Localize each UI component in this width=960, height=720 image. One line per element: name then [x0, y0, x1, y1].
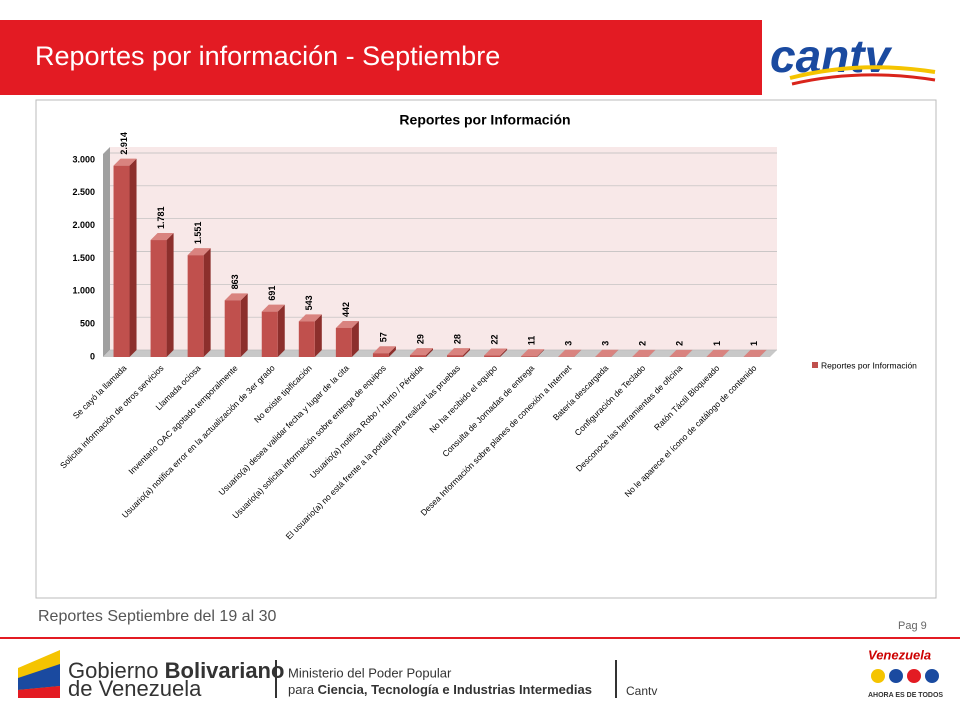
data-label: 691 [267, 286, 277, 301]
bar-side [463, 348, 471, 357]
bar [521, 356, 538, 357]
y-tick-label: 2.000 [72, 220, 95, 230]
bar-side [166, 233, 174, 357]
data-label: 11 [527, 336, 537, 346]
bar-side [759, 349, 767, 357]
gov-logo: de Venezuela [68, 676, 202, 701]
data-label: 1 [712, 341, 722, 346]
bar-side [722, 349, 730, 357]
logo-stripe [791, 73, 936, 86]
bar-top [150, 233, 174, 241]
chart-title: Reportes por Información [399, 112, 570, 128]
bar-side [537, 349, 545, 357]
data-label: 543 [304, 295, 314, 310]
data-label: 57 [378, 332, 388, 342]
header-bar [0, 20, 762, 95]
data-label: 2.914 [119, 132, 129, 155]
bar [335, 327, 352, 357]
bar-side [648, 349, 656, 357]
y-tick-label: 500 [80, 319, 95, 329]
data-label: 1 [749, 341, 759, 346]
legend-swatch [812, 362, 818, 368]
page-number: Pag 9 [898, 620, 927, 632]
bar-top [558, 349, 582, 357]
bar-side [574, 349, 582, 357]
y-tick-label: 3.000 [72, 154, 95, 164]
data-label: 2 [638, 341, 648, 346]
data-label: 28 [452, 334, 462, 344]
y-tick-label: 2.500 [72, 187, 95, 197]
flag [18, 686, 60, 698]
bar-side [425, 348, 433, 357]
bar-top [521, 349, 545, 357]
bar-top [224, 293, 248, 301]
data-label: 3 [564, 341, 574, 346]
bar-top [484, 348, 508, 356]
bar-side [277, 304, 285, 357]
bar-top [743, 349, 767, 357]
data-label: 3 [601, 341, 611, 346]
bar-top [298, 314, 322, 322]
data-label: 442 [341, 302, 351, 317]
bar-side [351, 320, 359, 357]
bar-side [314, 314, 322, 357]
bar [150, 240, 167, 357]
bar-top [113, 158, 137, 166]
bar [484, 355, 501, 357]
bar [261, 311, 278, 357]
icon [925, 669, 939, 683]
bar-top [409, 348, 433, 356]
cantv-text: Cantv [626, 684, 657, 698]
bar-top [595, 349, 619, 357]
bar-top [632, 349, 656, 357]
venezuela-logo: Venezuela [868, 647, 931, 662]
data-label: 22 [489, 335, 499, 345]
ministry: para Ciencia, Tecnología e Industrias In… [288, 682, 592, 697]
y-tick-label: 0 [90, 351, 95, 361]
ministry: Ministerio del Poder Popular [288, 665, 452, 680]
icon [889, 669, 903, 683]
bar-side [129, 158, 137, 357]
bar [447, 355, 464, 357]
bar [113, 165, 130, 357]
gov-logo: Gobierno Bolivariano [68, 658, 284, 683]
bar-top [447, 348, 471, 356]
side-wall [103, 147, 110, 357]
bar [224, 300, 241, 357]
bar [372, 353, 389, 357]
legend-label: Reportes por Información [821, 360, 917, 370]
bar-side [611, 349, 619, 357]
bar-top [335, 320, 359, 328]
y-tick-label: 1.500 [72, 253, 95, 263]
bar-side [203, 248, 211, 357]
icon [907, 669, 921, 683]
data-label: 863 [230, 274, 240, 289]
icon [871, 669, 885, 683]
logo-stripe [789, 65, 936, 80]
slide-title: Reportes por información - Septiembre [35, 41, 500, 71]
footnote: Reportes Septiembre del 19 al 30 [38, 608, 276, 625]
bar-side [388, 346, 396, 357]
bar-top [372, 346, 396, 354]
bar [298, 321, 315, 357]
y-tick-label: 1.000 [72, 286, 95, 296]
bar-top [706, 349, 730, 357]
back-wall [110, 147, 777, 350]
bar-top [261, 304, 285, 312]
bar-top [187, 248, 211, 256]
data-label: 2 [675, 341, 685, 346]
bar [187, 255, 204, 357]
bar [409, 355, 426, 357]
data-label: 1.551 [193, 222, 203, 245]
flag [18, 664, 60, 690]
slogan: AHORA ES DE TODOS [868, 692, 943, 699]
data-label: 29 [415, 334, 425, 344]
bar-side [685, 349, 693, 357]
bar-top [669, 349, 693, 357]
bar-side [500, 348, 508, 357]
data-label: 1.781 [156, 207, 166, 230]
bar-side [240, 293, 248, 357]
